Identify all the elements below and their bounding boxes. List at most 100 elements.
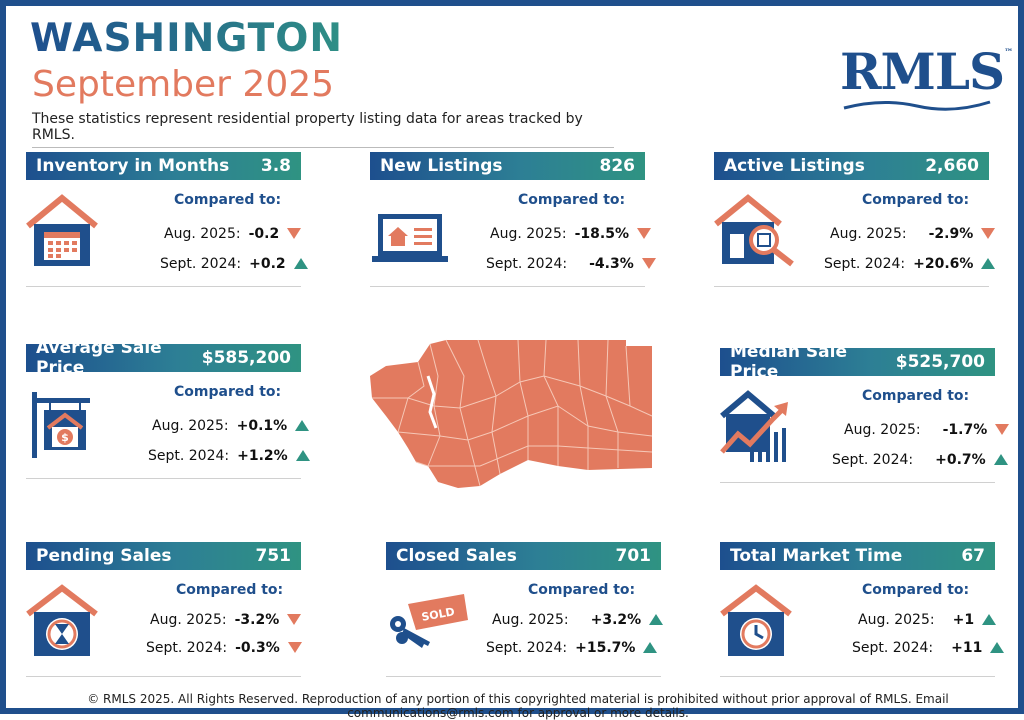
card-header: Active Listings 2,660 — [714, 152, 989, 180]
compare-value: -0.3% — [235, 640, 280, 656]
card-average-sale-price: Average Sale Price $585,200 $ Compared to… — [26, 338, 310, 484]
compared-label: Compared to: — [862, 582, 970, 598]
laptop-listing-icon — [372, 214, 448, 262]
page-description: These statistics represent residential p… — [32, 111, 614, 148]
compare-label: Aug. 2025: — [150, 612, 227, 628]
compare-value: +20.6% — [913, 256, 974, 272]
compared-label: Compared to: — [862, 388, 970, 404]
compare-label: Aug. 2025: — [830, 226, 907, 242]
card-header: New Listings 826 — [370, 152, 645, 180]
compare-row-month: Aug. 2025: -1.7% — [844, 422, 1010, 438]
trend-up-icon — [990, 641, 1005, 653]
compare-row-month: Aug. 2025: +0.1% — [152, 418, 310, 434]
house-magnifier-icon — [714, 194, 794, 267]
trend-up-icon — [293, 257, 308, 269]
house-hourglass-icon — [26, 584, 98, 656]
card-value: $585,200 — [201, 348, 291, 368]
card-title: Average Sale Price — [36, 338, 162, 378]
card-new-listings: New Listings 826 Compared to: Aug. 2025: -… — [370, 152, 656, 292]
trend-up-icon — [981, 257, 996, 269]
card-header: Total Market Time 67 — [720, 542, 995, 570]
compare-value: -4.3% — [589, 256, 634, 272]
card-title: Pending Sales — [36, 546, 172, 566]
card-value: 751 — [255, 546, 292, 566]
compare-label: Aug. 2025: — [164, 226, 241, 242]
washington-map — [370, 339, 653, 488]
compare-label: Aug. 2025: — [858, 612, 935, 628]
compare-value: +3.2% — [590, 612, 642, 628]
compare-value: -1.7% — [942, 422, 988, 438]
trend-down-icon — [287, 641, 302, 653]
compared-label: Compared to: — [862, 192, 970, 208]
copyright-footer: © RMLS 2025. All Rights Reserved. Reprod… — [87, 692, 949, 720]
trend-down-icon — [641, 257, 656, 269]
card-inventory-months: Inventory in Months 3.8 Compared to: Aug.… — [26, 152, 308, 292]
logo-swoosh-icon — [843, 100, 991, 111]
compare-label: Aug. 2025: — [490, 226, 567, 242]
compare-label: Sept. 2024: — [148, 448, 230, 464]
compare-label: Aug. 2025: — [152, 418, 229, 434]
card-divider — [26, 676, 301, 677]
compare-label: Sept. 2024: — [852, 640, 934, 656]
card-total-market-time: Total Market Time 67 Compared to: Aug. 20… — [720, 542, 1005, 682]
trend-down-icon — [636, 227, 651, 239]
card-title: Median Sale Price — [730, 342, 848, 382]
trend-up-icon — [295, 419, 310, 431]
card-title: Inventory in Months — [36, 156, 230, 176]
compare-value: +0.1% — [236, 418, 288, 434]
compare-row-month: Aug. 2025: -18.5% — [490, 226, 651, 242]
card-value: 3.8 — [260, 156, 291, 176]
card-value: 826 — [599, 156, 636, 176]
card-divider — [370, 286, 645, 287]
compare-row-year: Sept. 2024: +1.2% — [148, 448, 310, 464]
card-divider — [714, 286, 989, 287]
compare-value: +0.2 — [249, 256, 286, 272]
card-divider — [720, 676, 995, 677]
card-title: Total Market Time — [730, 546, 903, 566]
trend-down-icon — [287, 613, 302, 625]
card-header: Median Sale Price $525,700 — [720, 342, 995, 382]
compare-row-month: Aug. 2025: +3.2% — [492, 612, 664, 628]
compared-label: Compared to: — [174, 384, 282, 400]
compare-label: Sept. 2024: — [486, 256, 568, 272]
compare-value: +1.2% — [237, 448, 288, 464]
card-header: Pending Sales 751 — [26, 542, 301, 570]
card-value: 2,660 — [925, 156, 979, 176]
page-title: WASHINGTON — [30, 16, 344, 61]
page-period: September 2025 — [32, 64, 335, 105]
compare-label: Sept. 2024: — [824, 256, 906, 272]
compared-label: Compared to: — [518, 192, 626, 208]
compare-label: Sept. 2024: — [486, 640, 568, 656]
card-active-listings: Active Listings 2,660 Compared to: Aug. 2… — [714, 152, 996, 292]
trend-up-icon — [649, 613, 664, 625]
card-title: Active Listings — [724, 156, 865, 176]
card-value: 67 — [961, 546, 985, 566]
compare-value: +0.7% — [935, 452, 986, 468]
compared-label: Compared to: — [528, 582, 636, 598]
trend-up-icon — [295, 449, 310, 461]
compare-value: +11 — [951, 640, 983, 656]
trend-up-icon — [982, 613, 997, 625]
compare-value: -2.9% — [928, 226, 974, 242]
card-header: Average Sale Price $585,200 — [26, 338, 301, 378]
compare-row-year: Sept. 2024: +15.7% — [486, 640, 658, 656]
compare-row-year: Sept. 2024: +0.7% — [832, 452, 1008, 468]
compare-row-year: Sept. 2024: -4.3% — [486, 256, 656, 272]
logo-text: RMLS — [840, 42, 1005, 101]
card-pending-sales: Pending Sales 751 Compared to: Aug. 2025:… — [26, 542, 302, 682]
house-calendar-icon — [26, 194, 98, 266]
rmls-logo: RMLS™ — [840, 42, 1013, 101]
trend-down-icon — [995, 423, 1010, 435]
compare-row-year: Sept. 2024: +20.6% — [824, 256, 996, 272]
house-clock-icon — [720, 584, 792, 656]
compare-label: Sept. 2024: — [146, 640, 228, 656]
trend-down-icon — [981, 227, 996, 239]
trend-down-icon — [287, 227, 302, 239]
compare-value: -0.2 — [248, 226, 280, 242]
card-title: Closed Sales — [396, 546, 517, 566]
card-value: $525,700 — [895, 352, 985, 372]
trend-up-icon — [993, 453, 1008, 465]
compare-row-year: Sept. 2024: +11 — [852, 640, 1005, 656]
compare-row-year: Sept. 2024: -0.3% — [146, 640, 302, 656]
